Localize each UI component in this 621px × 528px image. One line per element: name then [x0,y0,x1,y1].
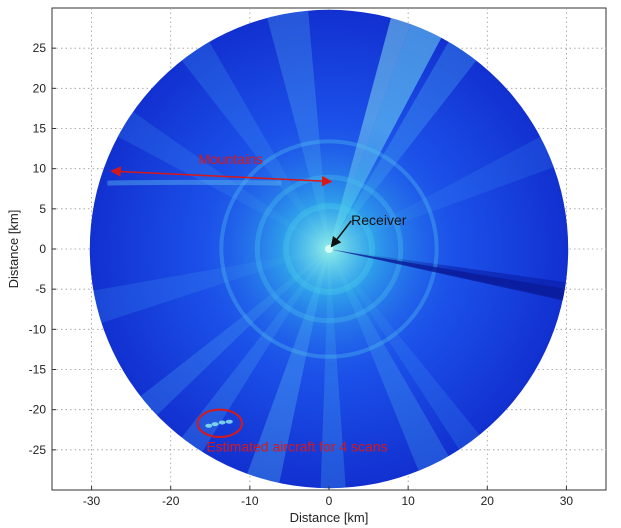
y-tick-label: -20 [29,403,47,417]
mountains-arrow [110,166,333,187]
aircraft-blip [225,419,233,424]
x-tick-label: -30 [83,494,101,508]
y-tick-label: -15 [29,363,47,377]
receiver-arrow [330,220,352,248]
y-tick-label: -10 [29,322,47,336]
x-axis-label: Distance [km] [290,510,369,525]
mountains-label: Mountains [198,151,263,167]
radar-shadow-wedge [329,249,567,302]
aircraft-blip [218,420,226,425]
y-tick-label: -5 [35,282,46,296]
x-tick-label: -20 [162,494,180,508]
x-tick-label: 20 [481,494,495,508]
mountain-clutter [107,179,282,186]
x-tick-label: 30 [560,494,574,508]
x-tick-label: 0 [326,494,333,508]
annotations: Mountains Receiver Estimated aircraft for … [110,151,407,454]
y-tick-label: 20 [33,81,47,95]
aircraft-highlight-ellipse [196,408,243,438]
y-tick-label: 5 [39,202,46,216]
x-tick-label: 10 [401,494,415,508]
aircraft-label: Estimated aircraft for 4 scans [206,438,387,454]
y-axis-label: Distance [km] [6,210,21,289]
receiver-label: Receiver [351,212,407,228]
y-tick-label: 0 [39,242,46,256]
aircraft-blip [211,422,219,427]
y-tick-label: 15 [33,122,47,136]
x-tick-label: -10 [241,494,259,508]
aircraft-blip [205,423,213,428]
y-tick-label: 10 [33,162,47,176]
y-tick-label: 25 [33,41,47,55]
tick-labels: -30 -20 -10 0 10 20 30 -25 -20 -15 -10 -5 0 5 10 15 20 25 [29,41,574,508]
y-tick-label: -25 [29,443,47,457]
